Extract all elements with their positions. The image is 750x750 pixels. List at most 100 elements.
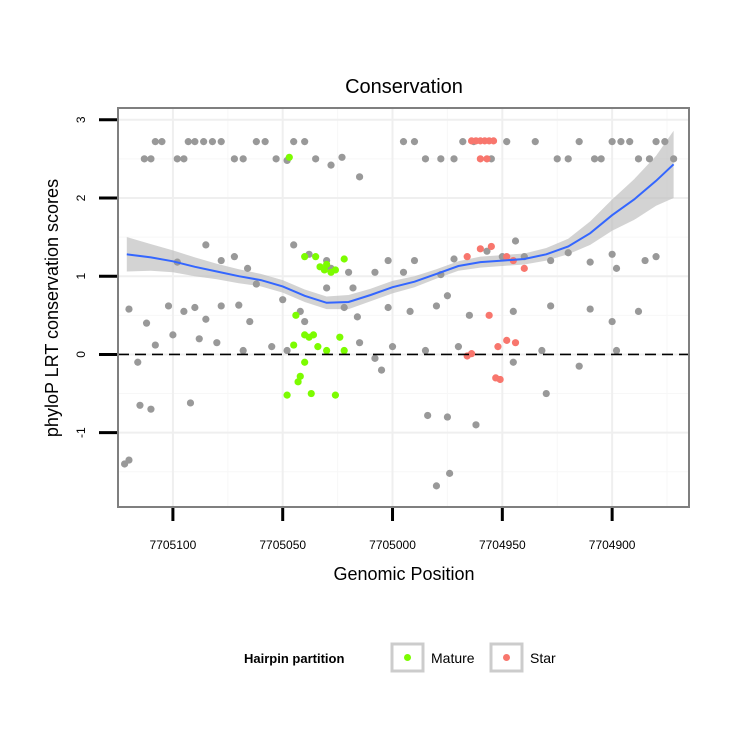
- data-point-other: [252, 138, 260, 146]
- data-point-star: [483, 155, 491, 163]
- data-point-other: [547, 302, 555, 310]
- legend-title: Hairpin partition: [244, 651, 344, 666]
- data-point-other: [538, 346, 546, 355]
- data-point-other: [432, 482, 441, 490]
- data-point-other: [634, 155, 643, 163]
- data-point-other: [195, 335, 203, 343]
- y-axis: -1 0 1 2 3: [74, 116, 117, 438]
- data-point-other: [200, 138, 208, 146]
- data-point-mature: [340, 255, 348, 263]
- legend-mature-marker: [404, 654, 411, 661]
- data-point-star: [520, 264, 528, 272]
- data-point-other: [564, 155, 572, 163]
- data-point-other: [371, 268, 379, 276]
- data-point-other: [202, 315, 210, 323]
- data-point-star: [467, 350, 476, 358]
- data-point-other: [290, 241, 298, 249]
- data-point-other: [509, 307, 517, 316]
- data-point-other: [421, 155, 430, 163]
- data-point-other: [590, 155, 599, 163]
- data-point-other: [151, 341, 159, 349]
- data-point-other: [312, 155, 320, 163]
- data-point-other: [371, 354, 379, 362]
- data-point-mature: [290, 341, 298, 349]
- y-axis-title: phyloP LRT conservation scores: [42, 179, 62, 437]
- data-point-other: [246, 317, 254, 326]
- data-point-other: [586, 258, 594, 266]
- data-point-mature: [320, 266, 329, 274]
- y-tick-label: 2: [74, 194, 88, 201]
- y-tick-label: -1: [74, 427, 88, 438]
- y-tick-label: 0: [74, 351, 88, 358]
- data-point-mature: [323, 346, 331, 355]
- data-point-other: [202, 241, 210, 249]
- data-point-other: [626, 138, 634, 146]
- data-point-other: [355, 173, 364, 181]
- data-point-other: [575, 362, 583, 370]
- data-point-other: [443, 292, 452, 300]
- data-point-other: [261, 138, 269, 146]
- data-point-other: [483, 247, 491, 255]
- data-point-other: [239, 346, 247, 355]
- data-point-other: [388, 343, 397, 351]
- data-point-other: [465, 311, 473, 319]
- data-point-mature: [301, 253, 309, 261]
- data-point-other: [147, 155, 155, 163]
- smooth-line-layer: [126, 163, 675, 304]
- data-point-other: [235, 301, 243, 309]
- x-tick-label: 7704900: [589, 538, 636, 552]
- data-point-other: [217, 302, 225, 310]
- data-point-other: [608, 250, 616, 258]
- data-point-star: [511, 339, 520, 347]
- data-point-mature: [296, 372, 304, 380]
- data-point-star: [489, 137, 498, 145]
- data-point-other: [125, 456, 133, 464]
- data-point-star: [487, 242, 495, 251]
- data-point-other: [279, 296, 287, 304]
- x-tick-label: 7705000: [369, 538, 416, 552]
- x-tick-label: 7704950: [479, 538, 526, 552]
- data-point-other: [564, 249, 572, 257]
- data-point-other: [134, 358, 142, 366]
- data-point-other: [634, 307, 643, 316]
- data-point-other: [450, 255, 458, 263]
- data-point-other: [384, 303, 392, 312]
- data-point-other: [355, 339, 364, 347]
- data-point-other: [125, 305, 133, 313]
- data-point-other: [252, 280, 260, 288]
- data-point-other: [443, 413, 452, 421]
- data-point-other: [136, 401, 144, 409]
- data-point-mature: [294, 378, 302, 386]
- grid: [118, 108, 689, 507]
- data-point-other: [542, 389, 550, 398]
- data-point-other: [531, 138, 539, 146]
- data-point-other: [437, 155, 445, 163]
- data-point-star: [476, 245, 484, 253]
- data-point-other: [432, 302, 441, 310]
- data-point-other: [158, 138, 166, 146]
- plot-area: [117, 107, 690, 508]
- data-point-other: [377, 366, 386, 374]
- data-point-other: [617, 138, 625, 146]
- data-point-mature: [283, 391, 291, 399]
- plot-background: [118, 108, 689, 507]
- data-point-mature: [314, 343, 322, 351]
- data-point-other: [243, 264, 252, 272]
- data-point-other: [180, 155, 188, 163]
- x-axis-title: Genomic Position: [333, 564, 474, 584]
- data-point-mature: [292, 311, 300, 319]
- data-point-other: [446, 469, 454, 477]
- data-point-other: [301, 317, 309, 326]
- data-point-other: [586, 305, 594, 313]
- x-tick-label: 7705050: [259, 538, 306, 552]
- legend-label-star: Star: [530, 650, 556, 666]
- data-point-mature: [323, 260, 331, 269]
- data-point-other: [164, 302, 173, 310]
- data-point-star: [476, 155, 484, 163]
- data-point-other: [239, 155, 247, 163]
- data-point-other: [597, 155, 605, 163]
- data-point-other: [353, 313, 361, 321]
- data-point-other: [641, 256, 649, 265]
- legend-star-marker: [503, 654, 510, 661]
- data-point-other: [349, 284, 357, 292]
